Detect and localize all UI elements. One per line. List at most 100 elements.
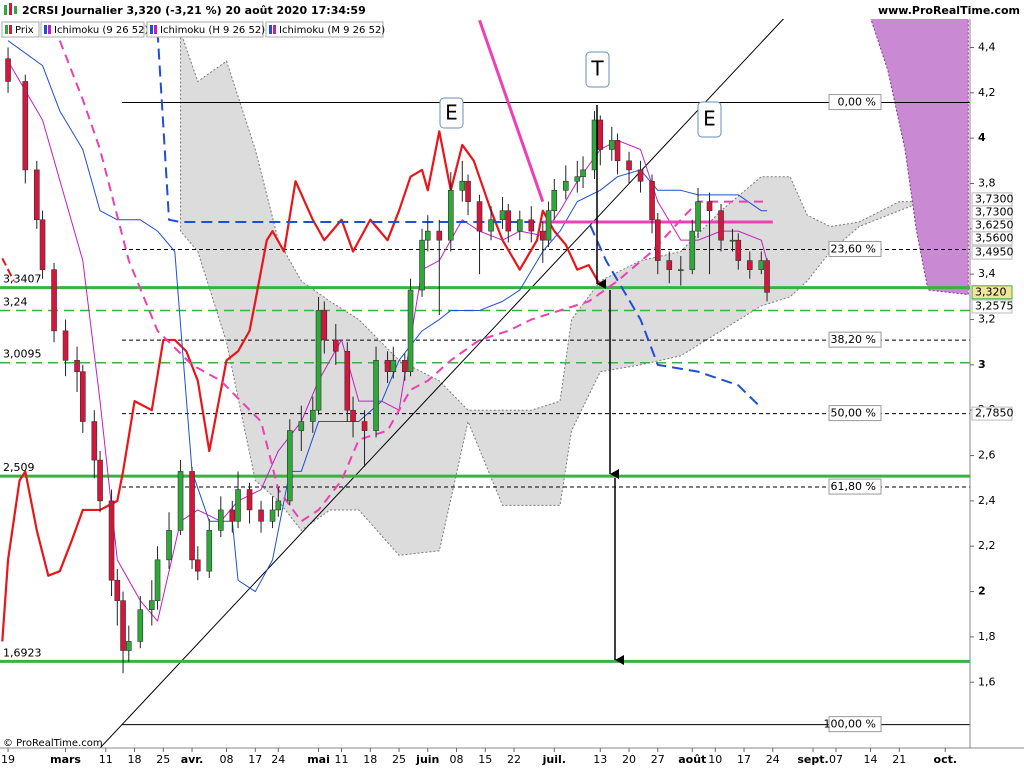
candle-body xyxy=(729,239,736,242)
price-label-box xyxy=(971,231,1013,246)
candle-body xyxy=(309,409,316,422)
x-tick-label: juil. xyxy=(542,753,566,766)
candle-body xyxy=(390,360,397,372)
candle-body xyxy=(764,260,770,293)
x-tick-label: 15 xyxy=(478,753,492,766)
header: 2CRSI Journalier 3,320 (-3,21 %) 20 août… xyxy=(0,0,1024,19)
y-tick-label: 3,2 xyxy=(978,313,996,326)
candle-body xyxy=(419,239,425,291)
x-tick-label: 18 xyxy=(363,753,377,766)
candle-body xyxy=(137,609,144,642)
indicator-line xyxy=(156,31,762,409)
candle-body xyxy=(22,81,29,171)
x-tick-label: oct. xyxy=(934,753,958,766)
x-tick-label: 07 xyxy=(829,753,843,766)
x-tick-label: avr. xyxy=(181,753,204,766)
candle-body xyxy=(148,600,155,611)
price-label: 3,7300 xyxy=(975,192,1014,205)
x-tick-label: 24 xyxy=(766,753,780,766)
candle-body xyxy=(476,201,483,232)
price-label-box xyxy=(971,245,1013,260)
candle-body xyxy=(706,201,713,212)
x-tick-label: 17 xyxy=(737,753,751,766)
candle-body xyxy=(246,489,253,511)
x-tick-label: 19 xyxy=(1,753,15,766)
candle-body xyxy=(505,210,512,232)
candle-body xyxy=(407,289,414,372)
price-label: 3,320 xyxy=(975,285,1007,298)
legend-item xyxy=(146,21,264,38)
candle-body xyxy=(189,471,195,561)
candle-body xyxy=(33,169,40,221)
candle-body xyxy=(332,339,339,352)
candle-body xyxy=(51,269,57,332)
fib-label-box xyxy=(828,478,882,495)
legend-icon xyxy=(269,25,272,34)
x-tick-label: 10 xyxy=(708,753,722,766)
candle-body xyxy=(206,530,213,572)
candle-body xyxy=(574,176,581,182)
candle-body xyxy=(384,360,391,372)
x-tick-label: 22 xyxy=(507,753,521,766)
y-tick-label: 3 xyxy=(978,358,986,371)
legend-label: Ichimoku (9 26 52) xyxy=(54,25,148,36)
x-tick-label: 11 xyxy=(335,753,349,766)
candle-body xyxy=(350,409,356,422)
y-tick-label: 2,6 xyxy=(978,449,996,462)
annotations: T E E xyxy=(439,51,722,665)
x-tick-label: 14 xyxy=(864,753,878,766)
candle-body xyxy=(286,430,293,502)
candle-body xyxy=(120,600,126,651)
candle-body xyxy=(62,330,69,361)
candle-body xyxy=(516,219,523,232)
legend-label: Prix xyxy=(15,25,34,36)
annotation-box xyxy=(697,101,722,138)
x-tick-label: mars xyxy=(50,753,81,766)
level-label: 1,6923 xyxy=(3,646,42,659)
x-tick-label: 18 xyxy=(128,753,142,766)
candle-body xyxy=(551,189,558,212)
candle-body xyxy=(361,421,368,431)
candle-body xyxy=(562,180,569,191)
candle-body xyxy=(154,559,161,601)
candle-body xyxy=(97,459,103,502)
candle-body xyxy=(39,219,46,270)
level-label: 2,509 xyxy=(3,461,35,474)
annotation: E xyxy=(445,101,458,125)
y-tick-label: 2,2 xyxy=(978,539,996,552)
price-label: 3,7300 xyxy=(975,205,1014,218)
candle-body xyxy=(114,579,121,601)
legend-icon xyxy=(48,25,51,34)
y-tick-label: 4,4 xyxy=(978,40,996,53)
icon xyxy=(4,5,7,15)
candle-body xyxy=(614,140,621,162)
x-tick-label: 24 xyxy=(271,753,285,766)
candle-body xyxy=(528,219,535,232)
candle-body xyxy=(436,230,443,241)
candle-body xyxy=(424,230,431,241)
y-tick-label: 1,8 xyxy=(978,630,996,643)
fib-label-box xyxy=(828,94,882,111)
price-label: 3,4950 xyxy=(975,246,1014,259)
annotation: E xyxy=(703,107,716,131)
indicator-line xyxy=(58,40,768,523)
candle-body xyxy=(177,471,184,531)
fib-label: 38,20 % xyxy=(831,333,876,346)
legend-icon xyxy=(150,25,153,34)
y-tick-label: 3,8 xyxy=(978,176,996,189)
fib-label-box xyxy=(828,716,882,733)
candle-body xyxy=(597,119,604,150)
fib-label-box xyxy=(828,240,882,257)
fib-label-box xyxy=(828,331,882,348)
y-tick-label: 2,4 xyxy=(978,494,996,507)
icon xyxy=(9,3,12,15)
cloud xyxy=(870,18,969,296)
annotation-box xyxy=(439,97,464,129)
candle-body xyxy=(626,160,632,171)
x-tick-label: 20 xyxy=(622,753,636,766)
level-label: 3,3407 xyxy=(3,273,42,286)
candle-body xyxy=(695,201,701,232)
candle-body xyxy=(79,371,86,422)
